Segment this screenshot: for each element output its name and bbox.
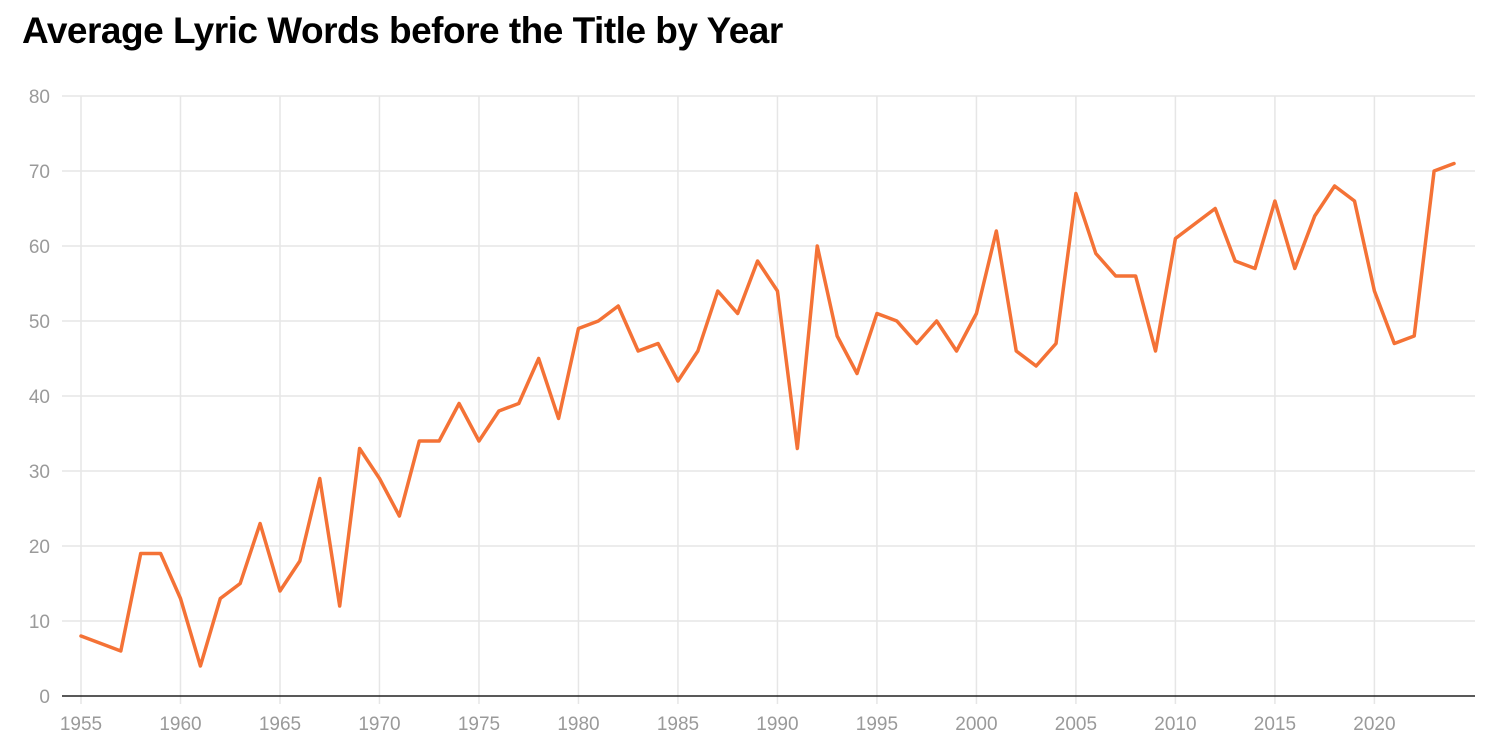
x-tick-label: 1965 bbox=[259, 714, 301, 735]
y-tick-label: 60 bbox=[29, 237, 50, 258]
y-tick-label: 10 bbox=[29, 612, 50, 633]
y-tick-label: 50 bbox=[29, 312, 50, 333]
y-tick-label: 30 bbox=[29, 462, 50, 483]
y-tick-label: 20 bbox=[29, 537, 50, 558]
x-tick-label: 1980 bbox=[557, 714, 599, 735]
x-tick-label: 1970 bbox=[358, 714, 400, 735]
series-line bbox=[79, 161, 1456, 668]
y-tick-label: 40 bbox=[29, 387, 50, 408]
x-tick-label: 1985 bbox=[657, 714, 699, 735]
x-tick-label: 1960 bbox=[159, 714, 201, 735]
y-tick-label: 80 bbox=[29, 87, 50, 108]
x-tick-label: 2020 bbox=[1353, 714, 1395, 735]
x-tick-label: 1995 bbox=[856, 714, 898, 735]
y-tick-label: 0 bbox=[39, 687, 50, 708]
x-tick-label: 2015 bbox=[1254, 714, 1296, 735]
series-layer bbox=[79, 161, 1456, 668]
axes: 0 10 20 30 40 50 60 70 80 1955 1960 1965 1970 1975 198… bbox=[29, 87, 1475, 735]
x-tick-label: 2010 bbox=[1154, 714, 1196, 735]
y-tick-label: 70 bbox=[29, 162, 50, 183]
x-tick-label: 1955 bbox=[60, 714, 102, 735]
x-tick-label: 2000 bbox=[955, 714, 997, 735]
x-tick-label: 1990 bbox=[756, 714, 798, 735]
x-tick-label: 2005 bbox=[1055, 714, 1097, 735]
grid bbox=[62, 95, 1475, 704]
x-tick-label: 1975 bbox=[458, 714, 500, 735]
chart-title: Average Lyric Words before the Title by … bbox=[22, 10, 783, 51]
